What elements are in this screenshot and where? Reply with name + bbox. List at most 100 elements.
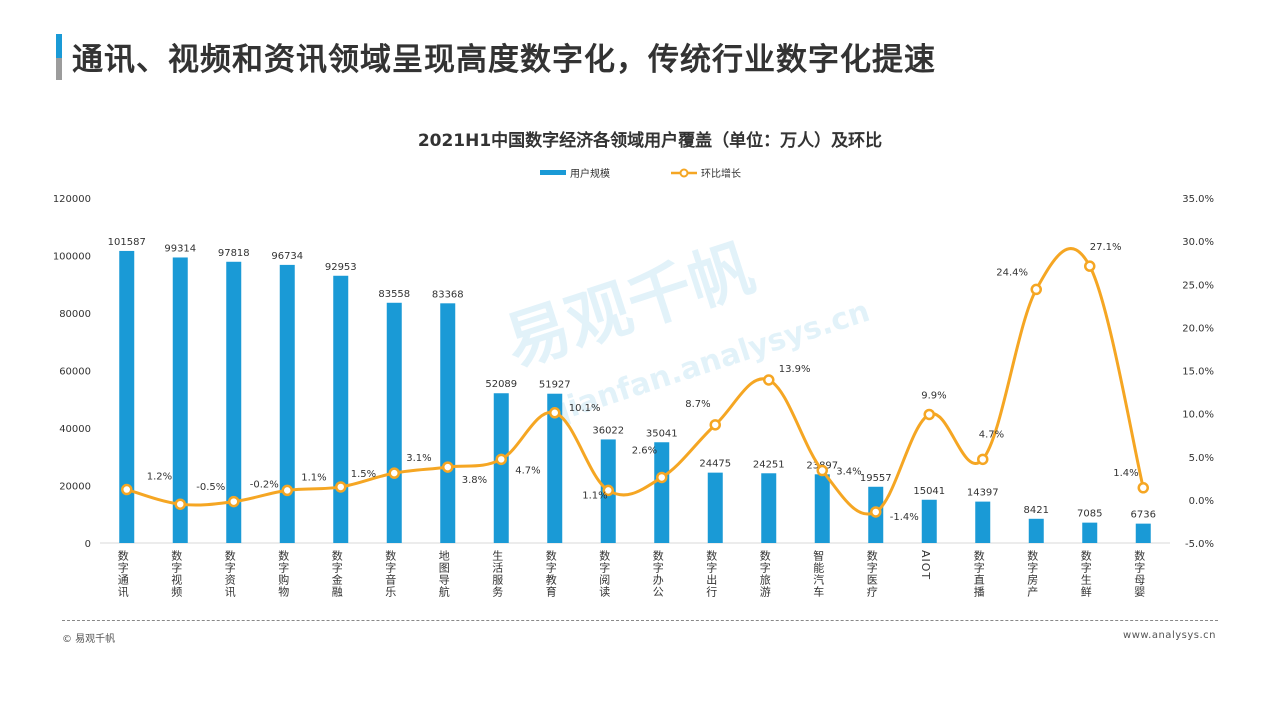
bar-value-label: 8421 [1024,505,1049,516]
x-category-label: 数字视频 [170,550,183,598]
bar [1028,518,1044,543]
bar-value-label: 24251 [753,459,785,470]
y-left-tick-label: 60000 [59,367,91,378]
line-marker [1137,482,1149,494]
y-right-tick-label: 0.0% [1189,496,1214,507]
y-right-tick-label: 5.0% [1189,453,1214,464]
y-right-tick-label: 20.0% [1182,323,1214,334]
title-accent-bar [56,34,62,78]
bar [547,393,563,543]
line-value-label: 1.2% [147,472,172,483]
y-right-tick-label: 35.0% [1182,194,1214,205]
bar-value-label: 83368 [432,289,464,300]
chart: 用户规模 环比增长 0 20000 40000 60000 80000 100000 12000… [53,167,1214,598]
line-marker [335,481,347,493]
line-marker [816,464,828,477]
x-category-label: 数字旅游 [758,550,771,598]
bar-value-label: 6736 [1131,510,1156,521]
x-category-label: 地图导航 [437,550,450,598]
bar [1135,523,1151,543]
y-left-tick-label: 40000 [59,424,91,435]
line-value-label: 1.1% [301,472,326,483]
bar-value-label: 99314 [164,243,196,254]
line-value-label: 27.1% [1090,242,1122,253]
y-right-tick-label: 15.0% [1182,367,1214,378]
line-value-label: 3.4% [836,467,861,478]
bar-value-label: 96734 [271,251,303,262]
x-category-label: 数字直播 [972,550,985,598]
y-right-tick-label: 25.0% [1182,280,1214,291]
bar [279,264,295,543]
line-marker [121,483,133,496]
bar [975,501,991,543]
x-category-label: 数字阅读 [598,550,611,598]
line-value-label: 1.1% [582,490,607,501]
bar-value-label: 19557 [860,473,892,484]
line-marker [870,506,882,518]
bar [226,261,242,543]
line-marker [442,461,454,473]
line-value-label: 1.4% [1113,468,1138,479]
line-marker [549,407,561,419]
line-marker [656,471,668,484]
line-value-label: 1.5% [351,469,376,480]
x-category-label: 数字购物 [277,550,290,598]
x-category-label: 数字教育 [544,550,557,598]
line-marker [709,419,721,431]
line-value-label: 4.7% [979,429,1004,440]
line-marker [174,498,186,510]
x-category-label: 数字医疗 [865,550,878,598]
line-marker [1084,260,1096,272]
footer-website: www.analysys.cn [1123,630,1216,641]
y-left-tick-label: 120000 [53,194,91,205]
footer-copyright: © 易观千帆 [62,634,116,645]
bar [921,499,937,543]
footer-divider [62,620,1218,621]
bar [707,472,723,543]
line-value-label: 24.4% [996,267,1028,278]
bar-value-label: 97818 [218,248,250,259]
bar-value-label: 51927 [539,380,571,391]
line-value-label: 9.9% [921,390,946,401]
line-marker [602,484,614,497]
line-marker [495,453,507,466]
y-left-tick-label: 0 [85,539,91,550]
y-left-tick-label: 20000 [59,482,91,493]
bar-value-label: 101587 [108,237,146,248]
y-right-tick-label: -5.0% [1185,539,1214,550]
x-category-label: 数字金融 [330,550,343,598]
line-value-label: -0.2% [250,480,279,491]
bar-value-label: 7085 [1077,509,1102,520]
x-category-label: 数字出行 [705,550,718,598]
bar [761,473,777,543]
bar-value-label: 52089 [485,379,517,390]
line-value-label: 3.1% [406,453,431,464]
line-value-label: 13.9% [779,364,811,375]
title-accent-bar-grey [56,58,62,80]
bar [172,257,188,543]
x-category-label: 数字通讯 [116,550,129,598]
line-marker [228,495,240,508]
line-value-label: -1.4% [890,512,919,523]
y-right-tick-label: 10.0% [1182,410,1214,421]
bar-value-label: 14397 [967,488,999,499]
y-right-tick-label: 30.0% [1182,237,1214,248]
bar [654,442,670,543]
bar [493,393,509,543]
line-value-label: 8.7% [685,399,710,410]
x-category-label: AIOT [919,550,932,580]
line-marker [388,467,400,479]
line-value-label: 2.6% [632,445,657,456]
growth-line [126,247,1145,516]
bar [1082,522,1098,543]
line-marker [923,408,935,421]
y-left-tick-label: 80000 [59,309,91,320]
legend-swatch-bar [540,170,566,175]
legend-label-bar: 用户规模 [570,167,610,180]
line-marker [281,484,293,497]
bar-value-label: 15041 [913,486,945,497]
legend-swatch-marker [679,168,689,178]
line-value-label: 4.7% [515,465,540,476]
x-category-label: 数字母婴 [1133,550,1146,598]
y-left-tick-label: 100000 [53,252,91,263]
